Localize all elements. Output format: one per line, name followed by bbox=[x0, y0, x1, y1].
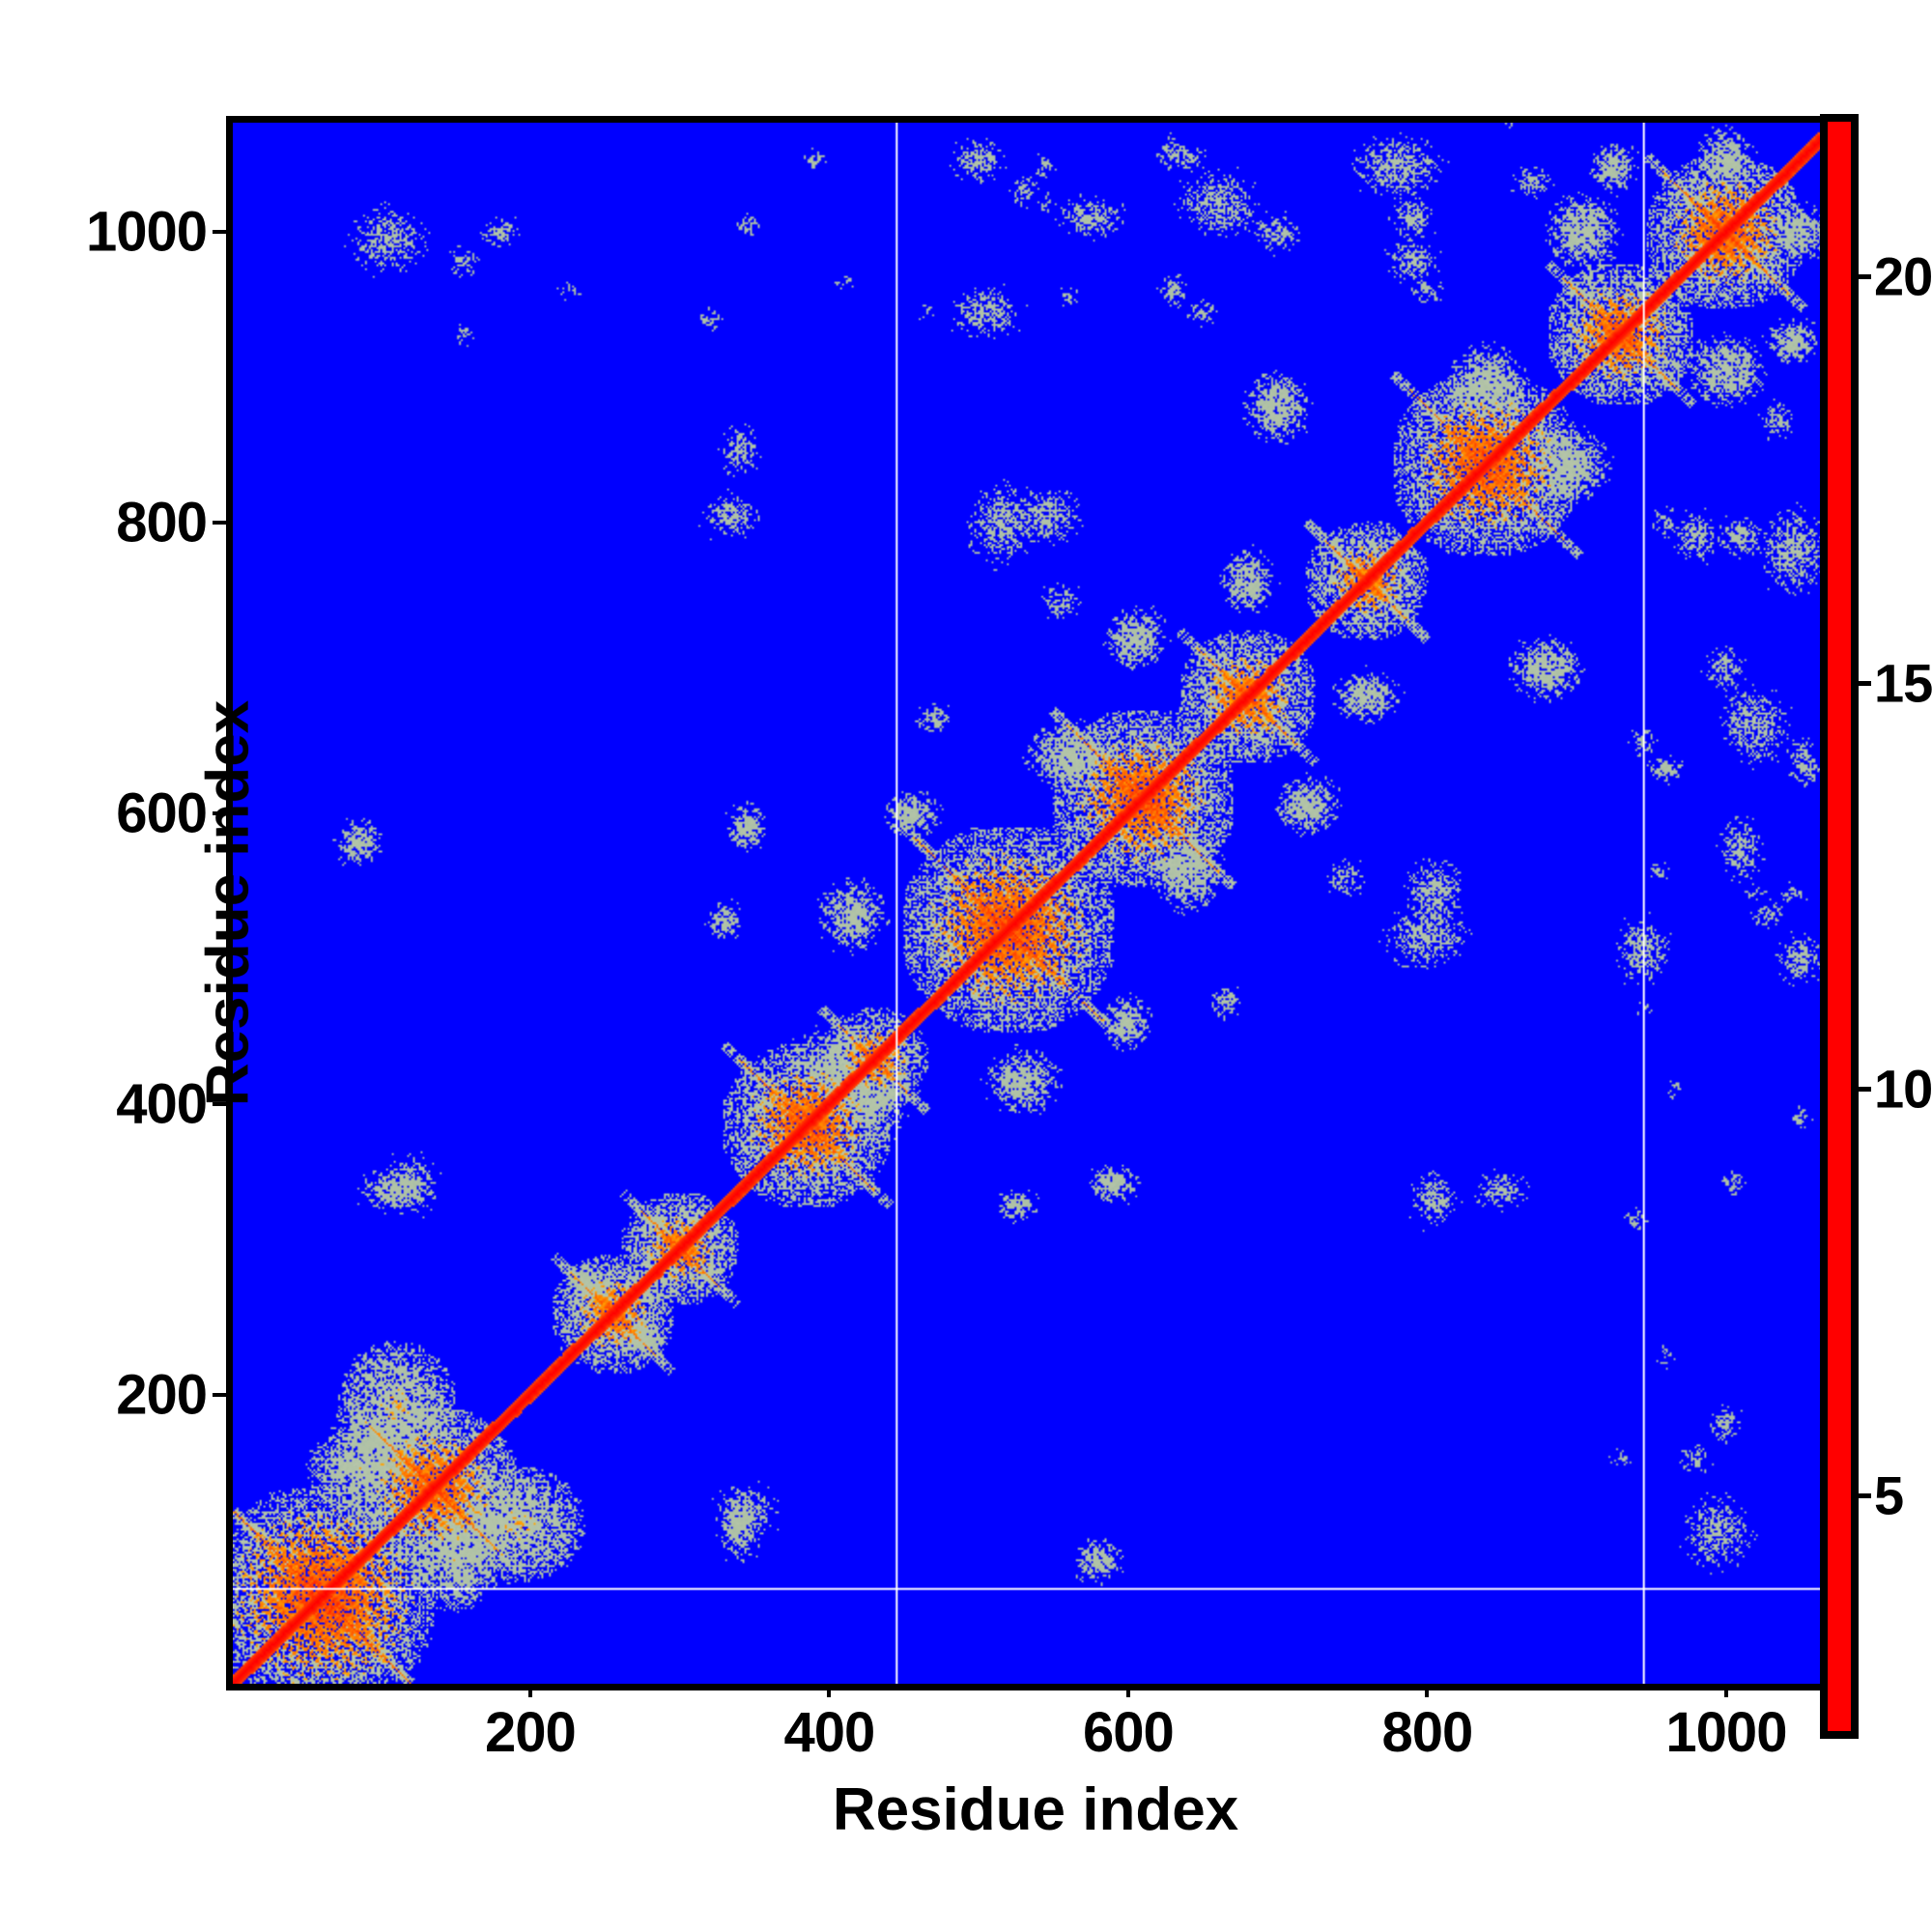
y-tick-mark bbox=[213, 810, 226, 815]
colorbar-tick-label: 5 bbox=[1874, 1464, 1904, 1526]
y-tick-label: 400 bbox=[116, 1072, 208, 1136]
y-tick-label: 1000 bbox=[85, 200, 208, 264]
colorbar-tick-mark bbox=[1859, 680, 1871, 686]
colorbar-bar bbox=[1820, 114, 1859, 1739]
y-tick-label: 800 bbox=[116, 491, 208, 554]
colorbar[interactable]: 5 10 15 20 bbox=[1820, 114, 1932, 1739]
x-tick-label: 200 bbox=[485, 1701, 577, 1764]
y-tick-mark bbox=[213, 1101, 226, 1106]
y-tick-label: 600 bbox=[116, 781, 208, 845]
distance-matrix-heatmap bbox=[233, 123, 1838, 1684]
x-tick-mark bbox=[1125, 1684, 1130, 1697]
x-tick-mark bbox=[527, 1684, 532, 1697]
x-tick-label: 400 bbox=[783, 1701, 876, 1764]
colorbar-tick-label: 15 bbox=[1874, 652, 1932, 714]
y-axis-title: Residue index bbox=[194, 699, 262, 1107]
colorbar-tick-mark bbox=[1859, 1087, 1871, 1093]
colorbar-tick-mark bbox=[1859, 1492, 1871, 1498]
x-tick-mark bbox=[1425, 1684, 1430, 1697]
y-tick-label: 200 bbox=[116, 1363, 208, 1427]
x-axis-title: Residue index bbox=[832, 1776, 1239, 1843]
x-tick-label: 600 bbox=[1083, 1701, 1175, 1764]
x-tick-mark bbox=[827, 1684, 832, 1697]
x-tick-mark bbox=[1723, 1684, 1728, 1697]
x-tick-label: 1000 bbox=[1665, 1701, 1787, 1764]
colorbar-tick-label: 20 bbox=[1874, 245, 1932, 307]
x-tick-label: 800 bbox=[1381, 1701, 1474, 1764]
colorbar-tick-mark bbox=[1859, 274, 1871, 280]
y-tick-mark bbox=[213, 229, 226, 234]
colorbar-gradient bbox=[1828, 122, 1851, 1731]
y-tick-mark bbox=[213, 1392, 226, 1397]
heatmap-plot-area[interactable] bbox=[226, 116, 1845, 1690]
colorbar-tick-label: 10 bbox=[1874, 1058, 1932, 1120]
y-tick-mark bbox=[213, 520, 226, 525]
